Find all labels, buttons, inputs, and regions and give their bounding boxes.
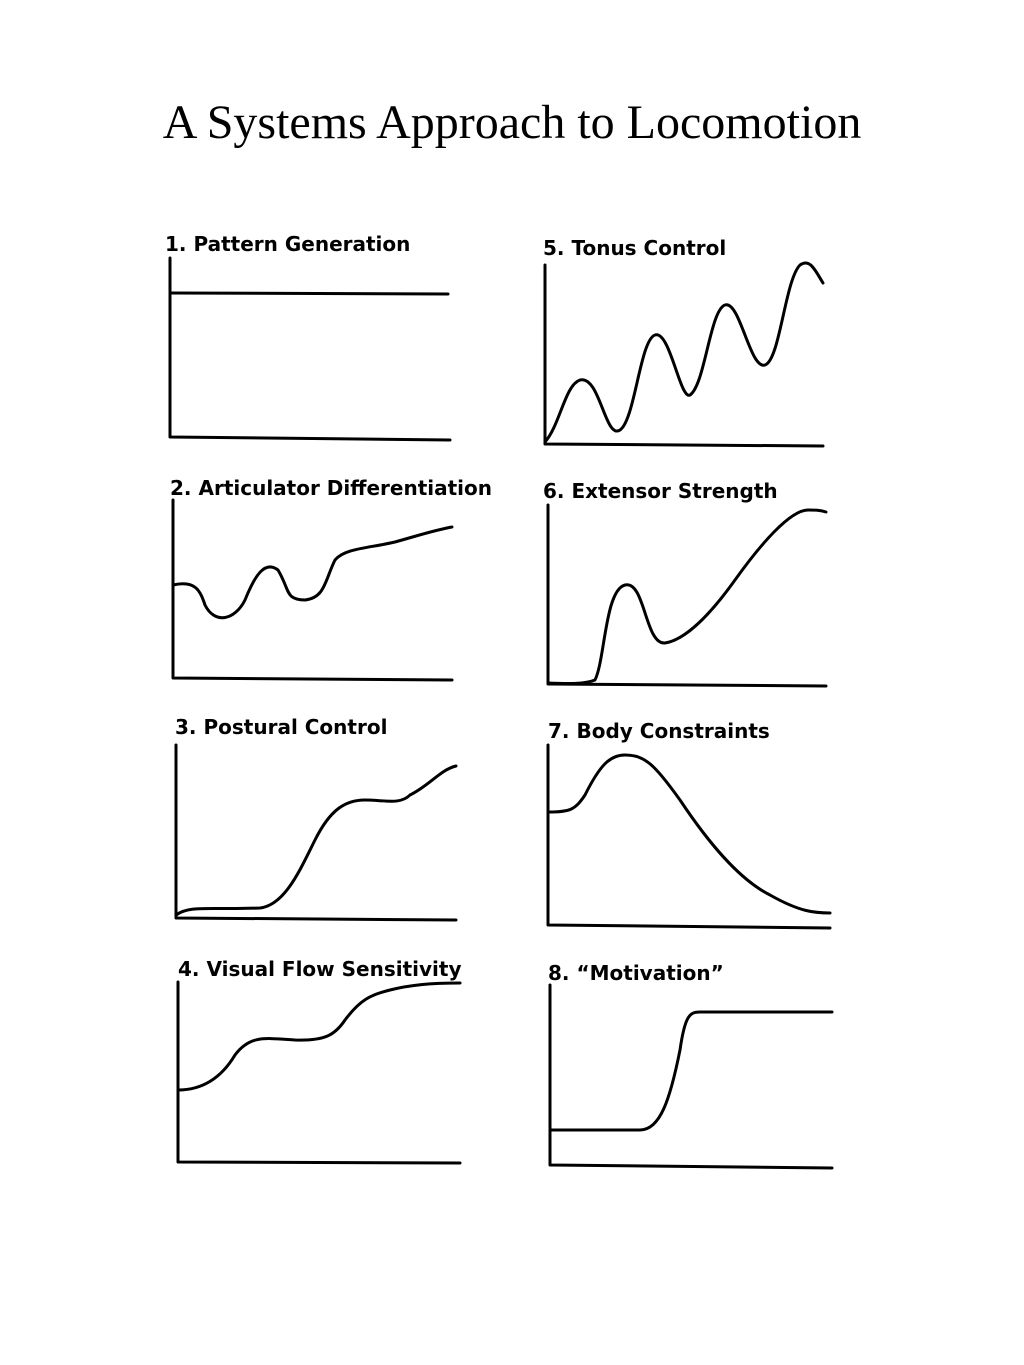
curve <box>174 764 458 917</box>
panel-label: 1. Pattern Generation <box>165 232 410 256</box>
curve <box>546 508 828 686</box>
axes <box>168 256 452 442</box>
panel-label: 5. Tonus Control <box>543 236 726 260</box>
slide-title: A Systems Approach to Locomotion <box>163 96 862 149</box>
panel-label: 3. Postural Control <box>175 715 387 739</box>
axes <box>176 980 462 1165</box>
axes <box>548 983 834 1170</box>
axes <box>174 743 458 922</box>
curve <box>546 753 832 915</box>
curve <box>543 261 825 444</box>
panel-label: 2. Articulator Differentiation <box>170 476 492 500</box>
curve <box>171 525 454 620</box>
axes <box>171 498 454 682</box>
panel-label: 7. Body Constraints <box>548 719 770 743</box>
axes <box>543 263 825 448</box>
panel-label: 4. Visual Flow Sensitivity <box>178 957 462 981</box>
panel-label: 8. “Motivation” <box>548 961 724 985</box>
curve <box>548 1010 834 1132</box>
axes <box>546 743 832 930</box>
panel-label: 6. Extensor Strength <box>543 479 778 503</box>
curve <box>176 981 462 1092</box>
curve <box>168 291 450 296</box>
